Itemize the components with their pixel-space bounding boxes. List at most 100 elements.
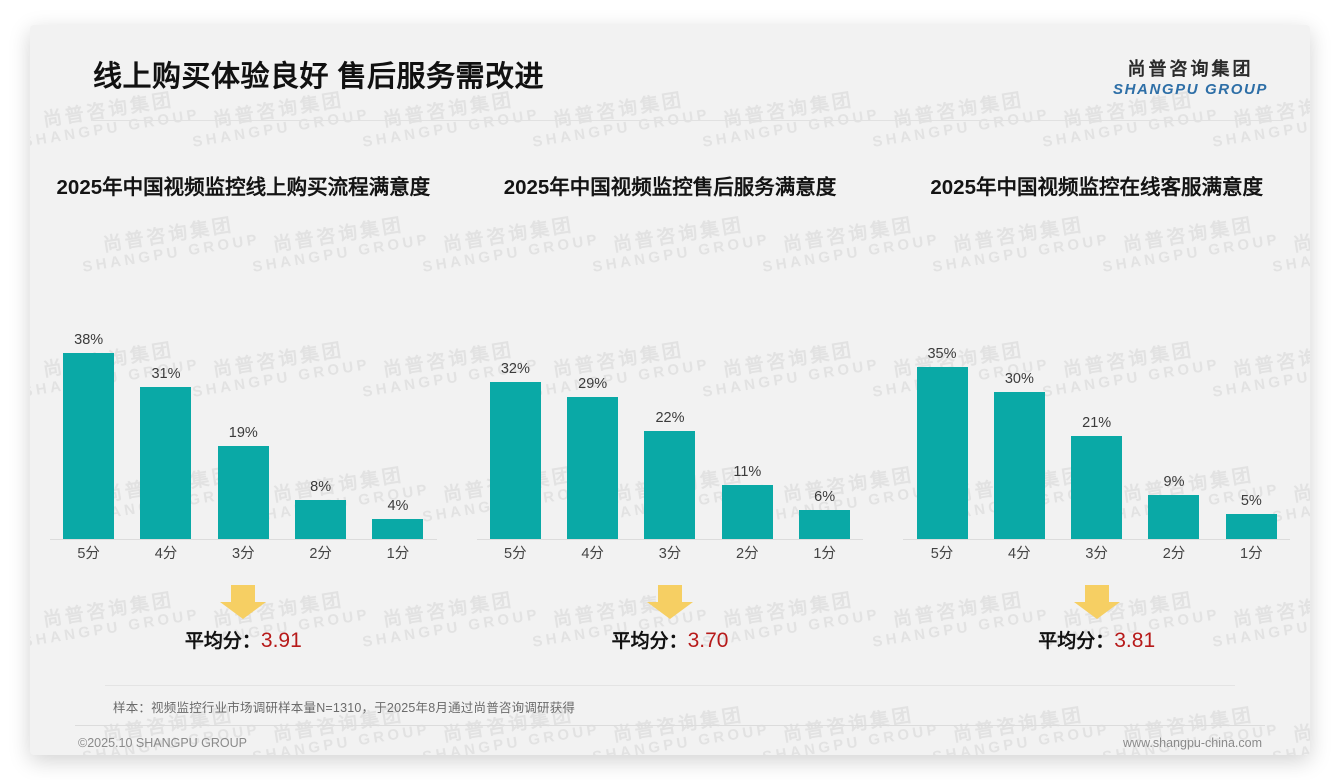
bar-column[interactable]: 22% [635, 310, 705, 539]
footer-divider [75, 725, 1265, 726]
watermark-english: SHANGPU GROUP [761, 721, 942, 755]
x-axis-tick-label: 3分 [658, 546, 682, 562]
bar-column[interactable]: 6% [790, 310, 860, 539]
average-score-text: 平均分：3.81 [1038, 626, 1155, 653]
x-axis-labels: 5分 4分 3分 2分 1分 [50, 542, 437, 570]
x-axis-tick-label: 2分 [736, 546, 759, 562]
bar-column[interactable]: 38% [54, 310, 124, 539]
bar-column[interactable]: 21% [1062, 310, 1132, 539]
bar-column[interactable]: 32% [481, 310, 551, 539]
bar-column[interactable]: 8% [286, 310, 356, 539]
arrow-head [220, 602, 267, 619]
bar-column[interactable]: 9% [1139, 310, 1209, 539]
bar[interactable] [916, 367, 968, 539]
average-score-label: 平均分： [184, 631, 261, 652]
bar[interactable] [644, 431, 696, 539]
chart-title: 2025年中国视频监控售后服务满意度 [503, 176, 837, 199]
bar-column[interactable]: 11% [713, 310, 783, 539]
watermark-english: SHANGPU GROUP [251, 721, 432, 755]
watermark-english: SHANGPU GROUP [421, 721, 602, 755]
average-score-text: 平均分：3.91 [185, 626, 302, 653]
average-callout: 平均分：3.91 [42, 585, 445, 653]
x-axis-line [50, 539, 437, 540]
bar-value-label: 32% [500, 361, 530, 377]
bar-column[interactable]: 31% [131, 310, 201, 539]
charts-row: 2025年中国视频监控线上购买流程满意度 38% 31% 19% 8% 4% 5分 4分 3分 2… [30, 145, 1310, 665]
footer-website[interactable]: www.shangpu-china.com [1123, 736, 1262, 750]
bar[interactable] [1148, 495, 1200, 539]
x-axis-tick-label: 5分 [504, 546, 527, 562]
bar-column[interactable]: 5% [1217, 310, 1287, 539]
bar[interactable] [721, 485, 773, 539]
x-axis-line [903, 539, 1291, 540]
average-callout: 平均分：3.70 [469, 585, 872, 653]
down-arrow-icon [1073, 585, 1120, 619]
bar-value-label: 9% [1163, 474, 1185, 490]
sample-footnote: 样本：视频监控行业市场调研样本量N=1310，于2025年8月通过尚普咨询调研获… [113, 701, 576, 715]
x-axis-tick-label: 5分 [77, 546, 100, 562]
bar-value-label: 21% [1082, 415, 1112, 431]
down-arrow-icon [647, 585, 693, 619]
bar-value-label: 8% [310, 479, 332, 495]
x-axis-tick-label: 2分 [309, 546, 332, 562]
bar[interactable] [799, 510, 851, 539]
bar[interactable] [567, 397, 619, 539]
bar-value-label: 31% [151, 366, 181, 382]
x-axis-tick-label: 4分 [1008, 546, 1031, 562]
bar-value-label: 35% [927, 346, 957, 362]
bar-value-label: 30% [1004, 371, 1034, 387]
watermark-english: SHANGPU GROUP [931, 721, 1112, 755]
bar-column[interactable]: 30% [985, 310, 1055, 539]
bar[interactable] [63, 353, 115, 539]
bar[interactable] [1225, 514, 1277, 539]
arrow-head [1073, 602, 1120, 619]
bar-column[interactable]: 35% [907, 310, 977, 539]
x-axis-tick-label: 4分 [581, 546, 604, 562]
average-score-label: 平均分： [611, 631, 688, 652]
bar-value-label: 22% [655, 410, 685, 426]
slide-canvas: 尚普咨询集团 SHANGPU GROUP 尚普咨询集团 SHANGPU GROUP 尚普… [30, 25, 1310, 755]
x-axis-tick-label: 1分 [386, 546, 410, 562]
average-score-value: 3.70 [687, 629, 729, 652]
bar-value-label: 4% [387, 498, 409, 514]
watermark-chinese: 尚普咨询集团 [1291, 704, 1310, 747]
arrow-shaft [231, 585, 256, 602]
x-axis-labels: 5分 4分 3分 2分 1分 [477, 542, 864, 570]
bar[interactable] [140, 387, 192, 539]
bar-column[interactable]: 4% [363, 310, 433, 539]
x-axis-tick-label: 5分 [930, 546, 954, 562]
bar-group: 35% 30% 21% 9% 5% [903, 310, 1290, 539]
bar[interactable] [295, 500, 347, 539]
bar-value-label: 5% [1240, 493, 1262, 509]
bar-column[interactable]: 29% [558, 310, 628, 539]
bar-group: 38% 31% 19% 8% 4% [50, 310, 437, 539]
bar[interactable] [1071, 436, 1123, 539]
average-score-value: 3.91 [260, 629, 302, 652]
average-score-label: 平均分： [1038, 631, 1115, 652]
watermark-english: SHANGPU GROUP [1271, 721, 1310, 755]
footnote-divider [105, 685, 1235, 686]
x-axis-tick-label: 3分 [1085, 546, 1108, 562]
x-axis-labels: 5分 4分 3分 2分 1分 [903, 542, 1290, 570]
arrow-shaft [1084, 585, 1109, 602]
bar-column[interactable]: 19% [209, 310, 279, 539]
average-score-text: 平均分：3.70 [612, 626, 729, 653]
average-score-value: 3.81 [1114, 629, 1156, 652]
bar[interactable] [489, 382, 541, 539]
bar[interactable] [993, 392, 1045, 539]
watermark-english: SHANGPU GROUP [591, 721, 772, 755]
bar-value-label: 6% [814, 489, 836, 505]
x-axis-tick-label: 1分 [1240, 546, 1263, 562]
bar-value-label: 29% [578, 376, 608, 392]
average-callout: 平均分：3.81 [895, 585, 1298, 653]
bar-value-label: 11% [733, 464, 762, 480]
logo-chinese-text: 尚普咨询集团 [1127, 59, 1254, 79]
footer-copyright: ©2025.10 SHANGPU GROUP [78, 736, 247, 750]
bar-value-label: 19% [228, 425, 258, 441]
chart-panel-2: 2025年中国视频监控售后服务满意度 32% 29% 22% 11% 6% 5分 4分 3分 2分… [457, 145, 884, 665]
bar[interactable] [217, 446, 269, 539]
bar[interactable] [372, 519, 424, 539]
page-title: 线上购买体验良好 售后服务需改进 [93, 61, 545, 93]
